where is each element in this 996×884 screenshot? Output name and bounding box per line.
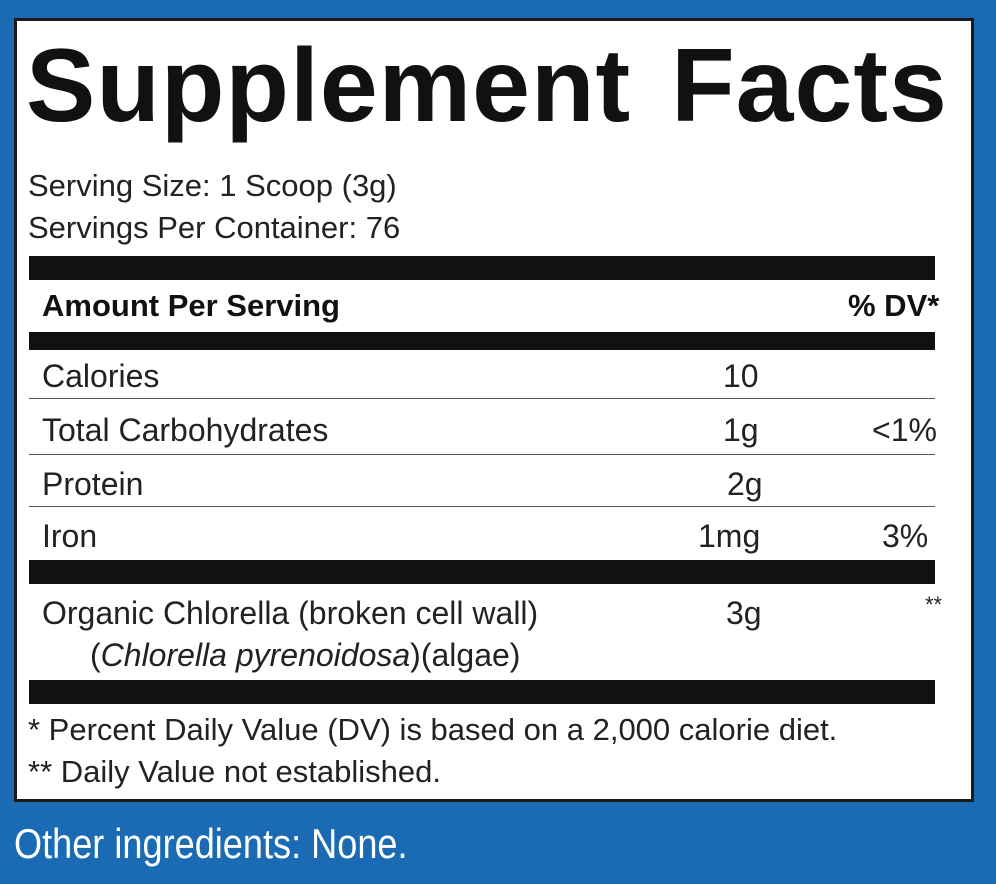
page-title: Supplement Facts <box>26 34 948 138</box>
nutrient-amount-calories: 10 <box>723 358 759 394</box>
footnote-daily-value: * Percent Daily Value (DV) is based on a… <box>28 712 838 747</box>
title-word-facts: Facts <box>671 28 948 144</box>
ingredient-dv: ** <box>925 592 943 617</box>
nutrient-amount-protein: 2g <box>727 466 763 502</box>
thick-divider-top <box>29 256 935 280</box>
servings-per-container: Servings Per Container: 76 <box>28 210 401 245</box>
supplement-facts-panel <box>14 18 974 802</box>
thick-divider-header <box>29 332 935 350</box>
nutrient-dv-carbohydrates: <1% <box>872 412 937 448</box>
thick-divider-middle <box>29 560 935 584</box>
ingredient-paren-open: ( <box>90 637 101 673</box>
nutrient-amount-carbohydrates: 1g <box>723 412 759 448</box>
serving-size: Serving Size: 1 Scoop (3g) <box>28 168 397 203</box>
ingredient-source: )(algae) <box>410 637 521 673</box>
nutrient-name-protein: Protein <box>42 466 144 502</box>
nutrient-amount-iron: 1mg <box>698 518 761 554</box>
nutrient-name-iron: Iron <box>42 518 98 554</box>
row-divider <box>29 398 935 399</box>
title-word-supplement: Supplement <box>26 28 632 144</box>
nutrient-name-carbohydrates: Total Carbohydrates <box>42 412 329 448</box>
ingredient-name: Organic Chlorella (broken cell wall) <box>42 595 539 631</box>
row-divider <box>29 506 935 507</box>
nutrient-name-calories: Calories <box>42 358 160 394</box>
nutrient-dv-iron: 3% <box>882 518 929 554</box>
daily-value-header: % DV* <box>848 288 940 323</box>
thick-divider-bottom <box>29 680 935 704</box>
other-ingredients: Other ingredients: None. <box>14 820 408 867</box>
footnote-not-established: ** Daily Value not established. <box>28 754 442 789</box>
ingredient-latin-name: (Chlorella pyrenoidosa)(algae) <box>90 639 520 671</box>
row-divider <box>29 454 935 455</box>
ingredient-amount: 3g <box>726 595 762 631</box>
amount-per-serving-header: Amount Per Serving <box>42 288 340 323</box>
ingredient-latin-italic: Chlorella pyrenoidosa <box>100 637 411 673</box>
